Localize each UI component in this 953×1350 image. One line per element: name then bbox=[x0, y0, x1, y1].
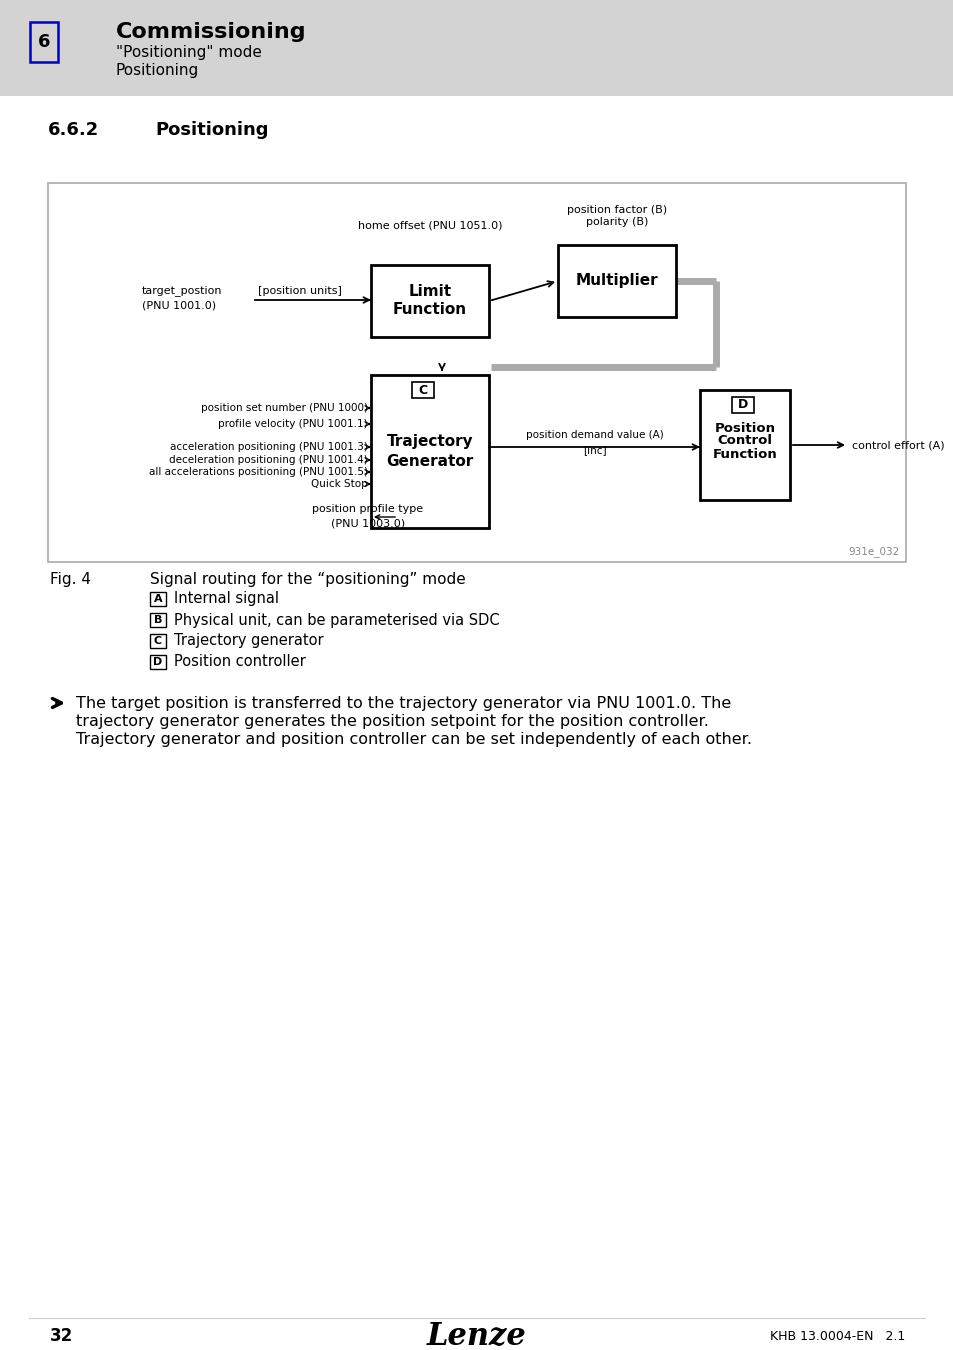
Bar bbox=[150, 634, 166, 648]
Text: polarity (B): polarity (B) bbox=[585, 217, 647, 227]
Bar bbox=[371, 375, 489, 528]
Text: Limit: Limit bbox=[408, 285, 451, 300]
Text: The target position is transferred to the trajectory generator via PNU 1001.0. T: The target position is transferred to th… bbox=[76, 697, 731, 711]
Text: A: A bbox=[153, 594, 162, 603]
Bar bbox=[30, 22, 58, 62]
Text: deceleration positioning (PNU 1001.4): deceleration positioning (PNU 1001.4) bbox=[169, 455, 368, 464]
Text: KHB 13.0004-EN   2.1: KHB 13.0004-EN 2.1 bbox=[769, 1330, 904, 1342]
Text: control effort (A): control effort (A) bbox=[851, 440, 943, 450]
Text: home offset (PNU 1051.0): home offset (PNU 1051.0) bbox=[357, 220, 501, 230]
Text: B: B bbox=[153, 616, 162, 625]
Text: Physical unit, can be parameterised via SDC: Physical unit, can be parameterised via … bbox=[173, 613, 499, 628]
Bar bbox=[150, 593, 166, 606]
Text: position set number (PNU 1000): position set number (PNU 1000) bbox=[201, 404, 368, 413]
Text: all accelerations positioning (PNU 1001.5): all accelerations positioning (PNU 1001.… bbox=[149, 467, 368, 477]
Text: Function: Function bbox=[712, 448, 777, 462]
Text: D: D bbox=[737, 398, 747, 412]
Text: 6.6.2: 6.6.2 bbox=[48, 122, 99, 139]
Text: Trajectory generator and position controller can be set independently of each ot: Trajectory generator and position contro… bbox=[76, 732, 751, 747]
Text: Lenze: Lenze bbox=[427, 1320, 526, 1350]
Bar bbox=[700, 390, 789, 500]
Text: Trajectory generator: Trajectory generator bbox=[173, 633, 323, 648]
Bar bbox=[150, 655, 166, 670]
Text: Positioning: Positioning bbox=[154, 122, 268, 139]
Bar bbox=[150, 613, 166, 626]
Text: Positioning: Positioning bbox=[116, 62, 199, 77]
Text: position factor (B): position factor (B) bbox=[566, 205, 666, 215]
Text: trajectory generator generates the position setpoint for the position controller: trajectory generator generates the posit… bbox=[76, 714, 708, 729]
Text: [position units]: [position units] bbox=[258, 286, 341, 296]
Text: "Positioning" mode: "Positioning" mode bbox=[116, 45, 262, 59]
Text: [inc]: [inc] bbox=[582, 446, 606, 455]
Text: Position: Position bbox=[714, 421, 775, 435]
Text: Position controller: Position controller bbox=[173, 655, 305, 670]
Text: Quick Stop: Quick Stop bbox=[311, 479, 368, 489]
Text: C: C bbox=[418, 383, 427, 397]
Text: Control: Control bbox=[717, 435, 772, 447]
Text: Commissioning: Commissioning bbox=[116, 22, 306, 42]
Text: Trajectory: Trajectory bbox=[386, 433, 473, 450]
Text: 6: 6 bbox=[38, 32, 51, 51]
Text: Internal signal: Internal signal bbox=[173, 591, 278, 606]
Text: 931e_032: 931e_032 bbox=[848, 547, 899, 558]
Bar bbox=[0, 0, 953, 96]
Bar bbox=[731, 397, 753, 413]
Bar bbox=[371, 265, 489, 338]
Text: Generator: Generator bbox=[386, 454, 473, 468]
Bar bbox=[412, 382, 434, 398]
Text: (PNU 1003.0): (PNU 1003.0) bbox=[331, 518, 405, 528]
Text: Function: Function bbox=[393, 302, 467, 317]
Text: (PNU 1001.0): (PNU 1001.0) bbox=[142, 300, 216, 310]
Text: Signal routing for the “positioning” mode: Signal routing for the “positioning” mod… bbox=[150, 572, 465, 587]
Text: acceleration positioning (PNU 1001.3): acceleration positioning (PNU 1001.3) bbox=[170, 441, 368, 452]
Bar bbox=[48, 184, 905, 562]
Text: D: D bbox=[153, 657, 162, 667]
Bar bbox=[558, 244, 676, 317]
Text: C: C bbox=[153, 636, 162, 647]
Text: profile velocity (PNU 1001.1): profile velocity (PNU 1001.1) bbox=[218, 418, 368, 429]
Text: position demand value (A): position demand value (A) bbox=[525, 431, 662, 440]
Text: position profile type: position profile type bbox=[313, 504, 423, 514]
Text: 32: 32 bbox=[50, 1327, 73, 1345]
Text: Multiplier: Multiplier bbox=[575, 274, 658, 289]
Text: target_postion: target_postion bbox=[142, 286, 222, 297]
Text: Fig. 4: Fig. 4 bbox=[50, 572, 91, 587]
